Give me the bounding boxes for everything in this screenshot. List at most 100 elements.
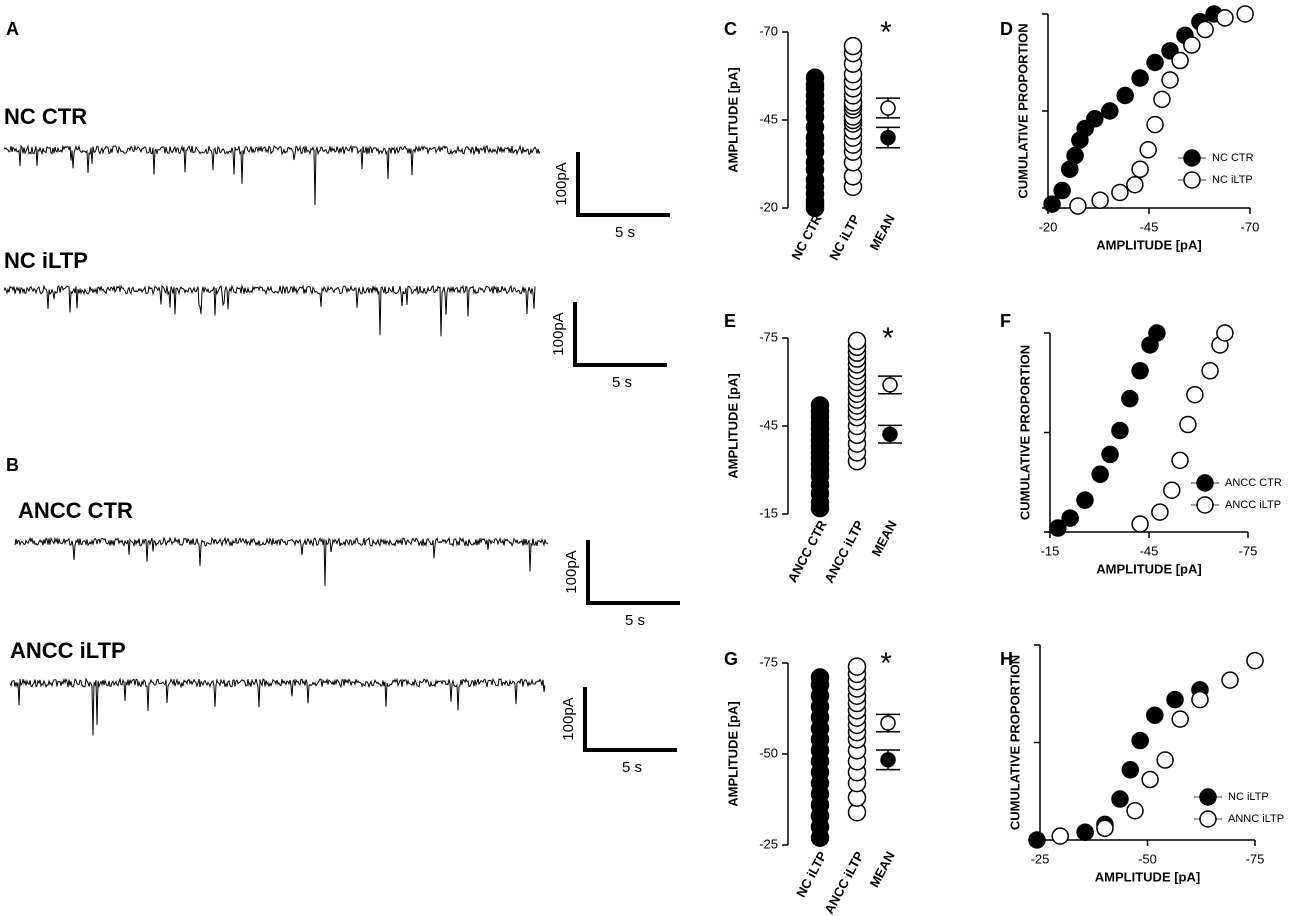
point [1101,102,1119,120]
trace-label: NC iLTP [4,248,88,273]
point [1216,9,1234,27]
point [1051,827,1069,845]
point [1186,385,1204,404]
point [1111,790,1129,808]
trace [14,536,549,586]
point [1163,481,1181,499]
point [1156,751,1174,769]
scale-y-label: 100pA [563,550,580,593]
trace-label: ANCC CTR [18,498,133,523]
point [1086,110,1104,128]
scale-bar [576,152,670,217]
scale-x-label: 5 s [622,759,642,776]
y-axis-label: AMPLITUDE [pA] [725,373,740,478]
mean-dot [880,129,896,146]
dot [805,68,825,88]
point [1146,706,1164,724]
panel-letter: B [6,455,19,475]
point [1139,141,1157,159]
point [1171,710,1189,728]
point [1091,465,1109,484]
point [1028,831,1046,849]
panel-letter: A [6,19,19,39]
y-axis-label: CUMULATIVE PROPORTION [1007,655,1022,830]
scale-x-label: 5 s [612,374,632,391]
legend-label: NC iLTP [1212,174,1253,186]
legend-marker [1199,810,1217,828]
point [1126,802,1144,820]
point [1151,503,1169,521]
point [1141,770,1159,789]
point [1053,181,1071,200]
trace-label: ANCC iLTP [10,638,126,663]
y-tick-label: -45 [759,417,778,432]
trace [9,677,546,736]
point [1166,690,1184,709]
dot [847,657,867,676]
point [1246,651,1264,670]
point [1101,445,1119,464]
point [1148,324,1166,342]
y-tick-label: -20 [759,199,778,214]
x-axis-label: AMPLITUDE [pA] [1095,869,1200,884]
point [1049,519,1067,537]
point [1076,491,1094,509]
legend-marker [1196,496,1214,514]
point [1131,731,1149,750]
y-tick-label: -15 [759,505,778,520]
point [1061,509,1079,527]
x-tick-label: -75 [1246,851,1265,866]
point [1183,36,1201,54]
mean-dot [882,377,898,393]
point [1096,819,1114,838]
scale-bar [583,687,677,752]
dot [847,331,867,351]
panel-letter: E [724,311,736,331]
x-tick-label: -45 [1140,219,1159,234]
mean-dot [880,752,896,768]
panel-letter: C [724,19,737,39]
x-axis-label: AMPLITUDE [pA] [1096,561,1201,576]
point [1161,71,1179,89]
annotation: * [880,647,892,680]
point [1131,362,1149,380]
panel-letter: G [724,649,738,669]
dot [810,396,830,415]
point [1236,5,1254,23]
point [1171,451,1189,470]
legend-label: NC CTR [1212,152,1254,164]
legend-label: ANCC iLTP [1225,499,1281,511]
point [1066,146,1084,165]
point [1191,690,1209,709]
point [1091,191,1109,209]
trace [3,284,536,337]
y-tick-label: -75 [759,329,778,344]
point [1216,324,1234,342]
scale-x-label: 5 s [625,612,645,629]
y-tick-label: -50 [759,745,778,760]
legend-label: ANNC iLTP [1228,813,1284,825]
point [1116,86,1134,105]
y-axis-label: AMPLITUDE [pA] [725,701,740,806]
y-tick-label: -70 [759,23,778,38]
point [1043,195,1061,213]
point [1111,183,1129,202]
mean-dot [882,426,898,442]
y-tick-label: -45 [759,111,778,126]
point [1171,51,1189,70]
x-tick-label: -45 [1140,543,1159,558]
y-axis-label: AMPLITUDE [pA] [725,67,740,172]
point [1131,515,1149,533]
point [1221,671,1239,689]
x-tick-label: -15 [1041,543,1060,558]
point [1069,197,1087,215]
point [1111,421,1129,440]
scale-bar [586,540,680,605]
mean-dot [880,100,896,116]
scale-x-label: 5 s [615,224,635,241]
legend-marker [1196,474,1214,492]
dot [843,36,863,56]
panel-letter: F [1000,311,1011,331]
point [1131,160,1149,178]
